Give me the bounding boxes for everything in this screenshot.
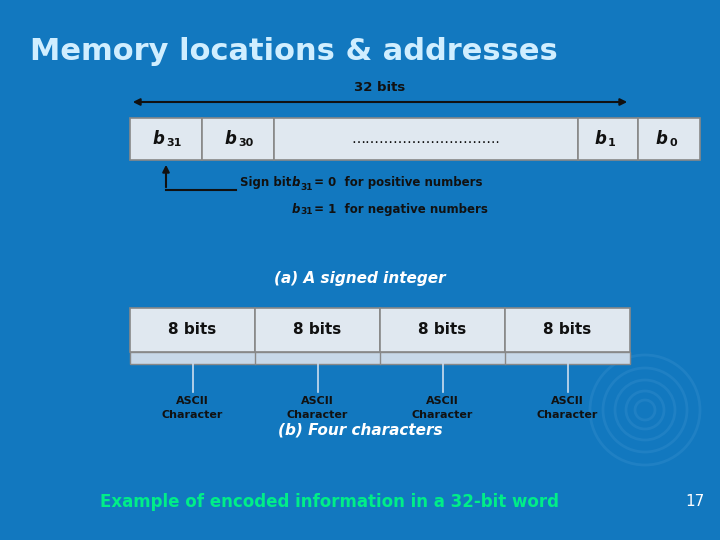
Text: 8 bits: 8 bits: [418, 322, 467, 338]
Text: b: b: [594, 130, 606, 148]
Text: (a) A signed integer: (a) A signed integer: [274, 271, 446, 286]
Text: 1: 1: [608, 138, 616, 148]
Text: ASCII: ASCII: [551, 396, 584, 406]
Bar: [130, 308, 255, 352]
Text: 17: 17: [685, 495, 705, 510]
Text: 8 bits: 8 bits: [168, 322, 217, 338]
Text: Sign bit :: Sign bit :: [240, 176, 309, 189]
Bar: [505, 308, 630, 352]
Text: ASCII: ASCII: [176, 396, 209, 406]
Text: ASCII: ASCII: [301, 396, 334, 406]
Text: …………………………..: …………………………..: [351, 132, 500, 146]
Text: Character: Character: [162, 410, 223, 420]
Text: 31: 31: [300, 207, 312, 216]
Text: b: b: [152, 130, 164, 148]
Text: b: b: [655, 130, 667, 148]
Bar: [130, 352, 630, 364]
Text: 32 bits: 32 bits: [354, 81, 405, 94]
Text: 30: 30: [238, 138, 253, 148]
Text: (b) Four characters: (b) Four characters: [278, 422, 442, 437]
Text: 31: 31: [166, 138, 181, 148]
Text: b: b: [292, 203, 300, 216]
Text: = 0  for positive numbers: = 0 for positive numbers: [310, 176, 482, 189]
Bar: [255, 308, 380, 352]
Text: Character: Character: [537, 410, 598, 420]
Bar: [130, 118, 202, 160]
Text: 31: 31: [300, 183, 312, 192]
Bar: [638, 118, 700, 160]
Bar: [578, 118, 638, 160]
Text: b: b: [224, 130, 236, 148]
Text: 0: 0: [669, 138, 677, 148]
Bar: [380, 308, 505, 352]
Text: 8 bits: 8 bits: [293, 322, 341, 338]
Text: Character: Character: [287, 410, 348, 420]
Text: = 1  for negative numbers: = 1 for negative numbers: [310, 203, 488, 216]
Bar: [274, 118, 578, 160]
Text: ASCII: ASCII: [426, 396, 459, 406]
Text: Memory locations & addresses: Memory locations & addresses: [30, 37, 558, 66]
Text: b: b: [292, 176, 300, 189]
Text: 8 bits: 8 bits: [544, 322, 592, 338]
Text: Example of encoded information in a 32-bit word: Example of encoded information in a 32-b…: [101, 493, 559, 511]
Text: Character: Character: [412, 410, 473, 420]
Bar: [202, 118, 274, 160]
